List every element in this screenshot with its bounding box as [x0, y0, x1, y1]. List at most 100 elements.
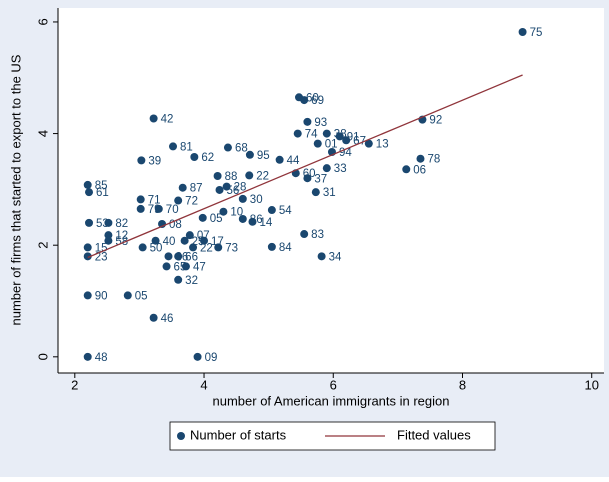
point: [300, 230, 309, 239]
point-label: 46: [161, 313, 174, 325]
point: [311, 188, 320, 197]
x-tick-label: 4: [200, 377, 207, 392]
point: [303, 174, 312, 183]
point-label: 84: [279, 242, 292, 254]
point-label: 39: [148, 155, 161, 167]
point: [219, 207, 228, 216]
point-label: 73: [225, 242, 238, 254]
point: [83, 252, 92, 261]
point: [137, 156, 146, 165]
point-label: 50: [150, 242, 163, 254]
point-label: 92: [429, 115, 442, 127]
point: [215, 185, 224, 194]
x-tick-label: 2: [71, 377, 78, 392]
point: [248, 217, 257, 226]
point: [83, 243, 92, 252]
point-label: 78: [427, 154, 440, 166]
point: [322, 164, 331, 173]
y-tick-label: 2: [35, 242, 50, 249]
point: [190, 153, 199, 162]
point: [151, 236, 160, 245]
x-tick-label: 8: [459, 377, 466, 392]
point-label: 30: [250, 194, 263, 206]
point-label: 28: [234, 182, 247, 194]
point-label: 83: [311, 229, 324, 241]
point: [154, 204, 163, 213]
point-label: 42: [161, 114, 174, 126]
point: [245, 171, 254, 180]
point-label: 74: [305, 129, 318, 141]
point: [174, 275, 183, 284]
point-label: 31: [323, 187, 336, 199]
point-label: 47: [193, 261, 206, 273]
point-label: 48: [95, 352, 108, 364]
point-label: 69: [311, 95, 324, 107]
point: [85, 188, 94, 197]
point: [213, 171, 222, 180]
y-tick-label: 0: [35, 353, 50, 360]
legend-label: Fitted values: [397, 427, 471, 442]
point-label: 62: [201, 152, 214, 164]
point: [104, 236, 113, 245]
point: [136, 204, 145, 213]
point-label: 06: [413, 164, 426, 176]
point: [222, 182, 231, 191]
point-label: 09: [205, 352, 218, 364]
point: [402, 165, 411, 174]
point-label: 10: [230, 207, 243, 219]
point-label: 95: [257, 150, 270, 162]
point-label: 14: [259, 217, 272, 229]
point-label: 54: [279, 205, 292, 217]
point: [123, 291, 132, 300]
point: [303, 117, 312, 126]
point: [416, 154, 425, 163]
point-label: 40: [163, 236, 176, 248]
point-label: 93: [314, 117, 327, 129]
point: [342, 136, 351, 145]
point: [322, 129, 331, 138]
point: [136, 195, 145, 204]
point: [238, 194, 247, 203]
x-tick-label: 10: [584, 377, 598, 392]
point-label: 85: [95, 180, 108, 192]
point: [174, 252, 183, 261]
point: [364, 139, 373, 148]
point-label: 61: [96, 187, 109, 199]
point: [181, 262, 190, 271]
point-label: 81: [180, 141, 193, 153]
point: [214, 243, 223, 252]
point: [335, 132, 344, 141]
y-tick-label: 6: [35, 18, 50, 25]
point-label: 01: [325, 139, 338, 151]
point: [275, 155, 284, 164]
point: [169, 142, 178, 151]
point-label: 22: [256, 170, 269, 182]
point: [238, 214, 247, 223]
y-axis-title: number of firms that started to export t…: [8, 54, 23, 325]
point: [300, 96, 309, 105]
point: [162, 262, 171, 271]
point: [198, 213, 207, 222]
y-tick-label: 4: [35, 130, 50, 137]
point: [180, 236, 189, 245]
point-label: 90: [95, 290, 108, 302]
point-label: 32: [185, 275, 198, 287]
point: [317, 252, 326, 261]
point: [223, 143, 232, 152]
point-label: 22: [200, 242, 213, 254]
point-label: 34: [329, 251, 342, 263]
point-label: 88: [225, 171, 238, 183]
point-label: 72: [185, 196, 198, 208]
point: [518, 27, 527, 36]
point: [245, 150, 254, 159]
legend-marker: [177, 432, 185, 440]
point-label: 15: [95, 242, 108, 254]
point-label: 60: [306, 92, 319, 104]
point-label: 68: [235, 143, 248, 155]
point: [313, 139, 322, 148]
point: [185, 231, 194, 240]
point-label: 66: [185, 251, 198, 263]
point: [138, 243, 147, 252]
point: [104, 231, 113, 240]
